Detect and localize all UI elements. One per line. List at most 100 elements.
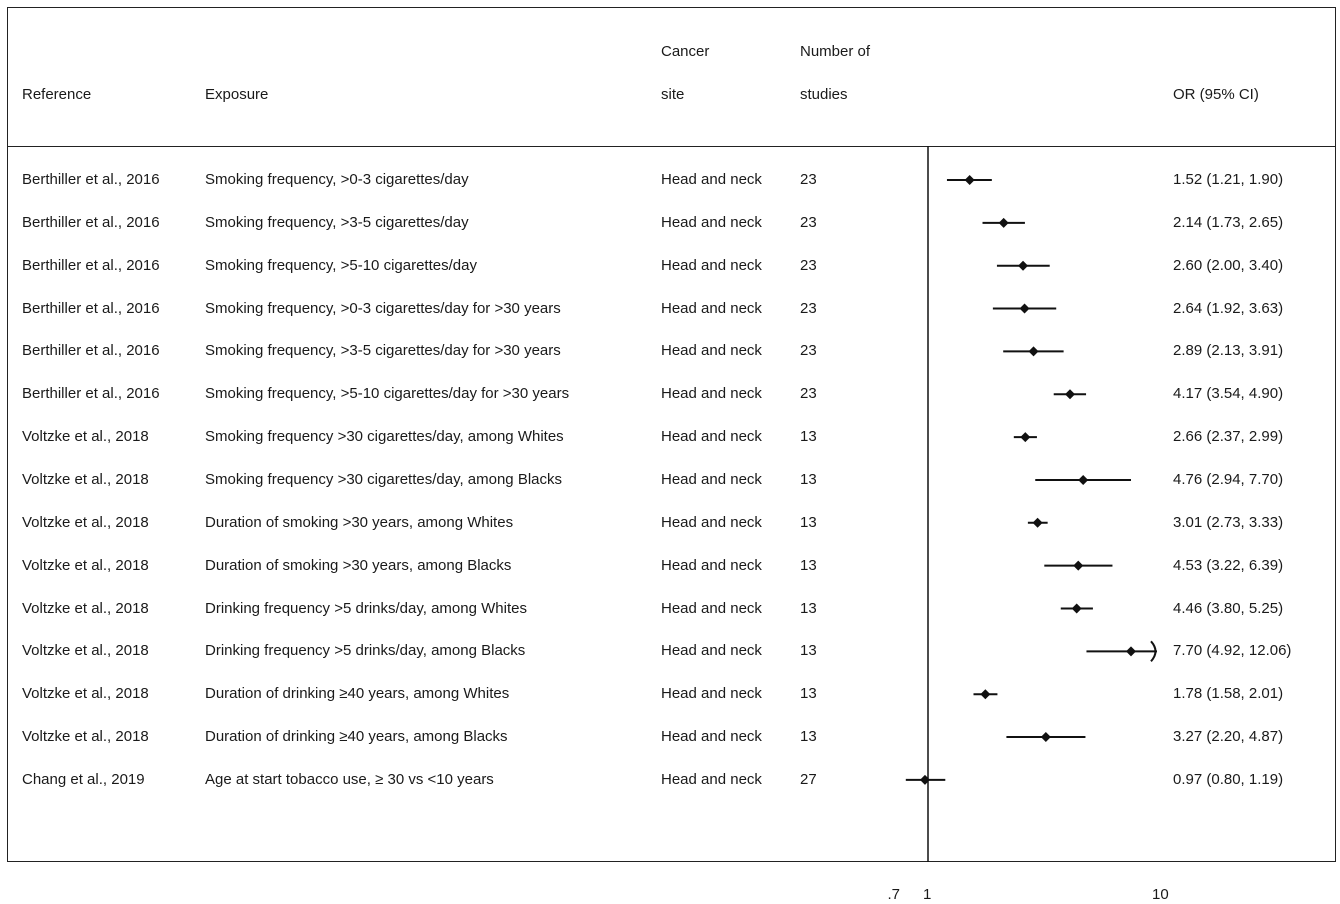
row-exposure-10: Duration of smoking >30 years, among Bla…	[205, 556, 512, 574]
row-site-2: Head and neck	[661, 213, 762, 231]
point-estimate-13	[980, 689, 991, 700]
row-reference-1: Berthiller et al., 2016	[22, 171, 160, 188]
row-label-3: 2.60 (2.00, 3.40)	[1173, 256, 1284, 274]
column-header-exposure: Exposure	[205, 86, 269, 103]
row-site-11: Head and neck	[661, 599, 762, 617]
row-reference-13: Voltzke et al., 2018	[22, 685, 149, 703]
row-studies-5: 23	[800, 342, 817, 360]
row-exposure-15: Age at start tobacco use, ≥ 30 vs <10 ye…	[205, 770, 494, 788]
row-studies-9: 13	[800, 513, 817, 531]
row-studies-7: 13	[800, 428, 817, 446]
row-label-4: 2.64 (1.92, 3.63)	[1173, 299, 1284, 317]
row-site-10: Head and neck	[661, 556, 762, 574]
column-header-cancer-site-line1: Cancer	[661, 43, 710, 60]
point-estimate-7	[1020, 432, 1031, 443]
row-reference-11: Voltzke et al., 2018	[22, 599, 149, 617]
point-estimate-10	[1073, 560, 1084, 571]
row-reference-12: Voltzke et al., 2018	[22, 642, 149, 660]
row-exposure-4: Smoking frequency, >0-3 cigarettes/day f…	[205, 299, 561, 317]
row-studies-8: 13	[800, 470, 817, 488]
point-estimate-5	[1028, 346, 1039, 357]
row-label-14: 3.27 (2.20, 4.87)	[1173, 728, 1284, 746]
row-reference-7: Voltzke et al., 2018	[22, 428, 149, 446]
row-studies-14: 13	[800, 728, 817, 746]
row-studies-4: 23	[800, 299, 817, 317]
point-estimate-12	[1126, 646, 1137, 657]
row-label-6: 4.17 (3.54, 4.90)	[1173, 385, 1284, 403]
point-estimate-2	[998, 217, 1009, 228]
row-site-5: Head and neck	[661, 342, 762, 360]
row-studies-6: 23	[800, 385, 817, 403]
row-exposure-5: Smoking frequency, >3-5 cigarettes/day f…	[205, 342, 561, 360]
ci-clip-arrow-12	[1150, 640, 1157, 663]
point-estimate-11	[1071, 603, 1082, 614]
row-exposure-2: Smoking frequency, >3-5 cigarettes/day	[205, 213, 469, 231]
row-label-12: 7.70 (4.92, 12.06)	[1173, 642, 1292, 660]
point-estimate-3	[1018, 260, 1029, 271]
row-label-15: 0.97 (0.80, 1.19)	[1173, 770, 1284, 788]
column-header-studies-line2: studies	[800, 86, 848, 103]
row-studies-10: 13	[800, 556, 817, 574]
row-reference-9: Voltzke et al., 2018	[22, 513, 149, 531]
point-estimate-15	[919, 774, 930, 785]
row-site-14: Head and neck	[661, 728, 762, 746]
row-exposure-8: Smoking frequency >30 cigarettes/day, am…	[205, 470, 562, 488]
row-label-5: 2.89 (2.13, 3.91)	[1173, 342, 1284, 360]
row-studies-11: 13	[800, 599, 817, 617]
row-site-12: Head and neck	[661, 642, 762, 660]
row-label-1: 1.52 (1.21, 1.90)	[1173, 171, 1284, 188]
column-header-or-ci: OR (95% CI)	[1173, 86, 1259, 103]
row-exposure-14: Duration of drinking ≥40 years, among Bl…	[205, 728, 508, 746]
row-reference-2: Berthiller et al., 2016	[22, 213, 160, 231]
column-header-reference: Reference	[22, 86, 92, 103]
row-reference-3: Berthiller et al., 2016	[22, 256, 160, 274]
point-estimate-4	[1019, 303, 1030, 314]
row-label-2: 2.14 (1.73, 2.65)	[1173, 213, 1284, 231]
row-reference-4: Berthiller et al., 2016	[22, 299, 160, 317]
row-site-15: Head and neck	[661, 770, 762, 788]
row-studies-15: 27	[800, 770, 817, 788]
row-label-9: 3.01 (2.73, 3.33)	[1173, 513, 1284, 531]
row-reference-15: Chang et al., 2019	[22, 770, 145, 788]
point-estimate-8	[1078, 474, 1089, 485]
row-label-10: 4.53 (3.22, 6.39)	[1173, 556, 1284, 574]
column-header-studies-line1: Number of	[800, 43, 871, 60]
row-exposure-13: Duration of drinking ≥40 years, among Wh…	[205, 685, 510, 703]
row-studies-13: 13	[800, 685, 817, 703]
row-site-13: Head and neck	[661, 685, 762, 703]
point-estimate-9	[1032, 517, 1043, 528]
row-site-3: Head and neck	[661, 256, 762, 274]
row-studies-12: 13	[800, 642, 817, 660]
row-studies-2: 23	[800, 213, 817, 231]
row-exposure-9: Duration of smoking >30 years, among Whi…	[205, 513, 514, 531]
row-studies-3: 23	[800, 256, 817, 274]
row-studies-1: 23	[800, 171, 817, 188]
row-reference-8: Voltzke et al., 2018	[22, 470, 149, 488]
row-label-8: 4.76 (2.94, 7.70)	[1173, 470, 1284, 488]
row-reference-10: Voltzke et al., 2018	[22, 556, 149, 574]
row-site-7: Head and neck	[661, 428, 762, 446]
row-site-4: Head and neck	[661, 299, 762, 317]
row-site-6: Head and neck	[661, 385, 762, 403]
row-reference-6: Berthiller et al., 2016	[22, 385, 160, 403]
point-estimate-1	[964, 175, 975, 185]
column-header-cancer-site-line2: site	[661, 86, 685, 103]
point-estimate-14	[1040, 732, 1051, 743]
row-exposure-7: Smoking frequency >30 cigarettes/day, am…	[205, 428, 564, 446]
row-reference-14: Voltzke et al., 2018	[22, 728, 149, 746]
x-tick-label-3: 10	[1152, 886, 1169, 903]
point-estimate-6	[1065, 389, 1076, 400]
x-tick-label-1: .7	[887, 886, 901, 903]
header-divider	[7, 146, 1336, 147]
row-label-11: 4.46 (3.80, 5.25)	[1173, 599, 1284, 617]
row-site-8: Head and neck	[661, 470, 762, 488]
row-exposure-12: Drinking frequency >5 drinks/day, among …	[205, 642, 526, 660]
row-site-1: Head and neck	[661, 171, 762, 188]
row-site-9: Head and neck	[661, 513, 762, 531]
x-tick-label-2: 1	[923, 886, 932, 903]
chart-frame	[7, 7, 1336, 862]
row-exposure-11: Drinking frequency >5 drinks/day, among …	[205, 599, 527, 617]
row-exposure-3: Smoking frequency, >5-10 cigarettes/day	[205, 256, 477, 274]
row-reference-5: Berthiller et al., 2016	[22, 342, 160, 360]
